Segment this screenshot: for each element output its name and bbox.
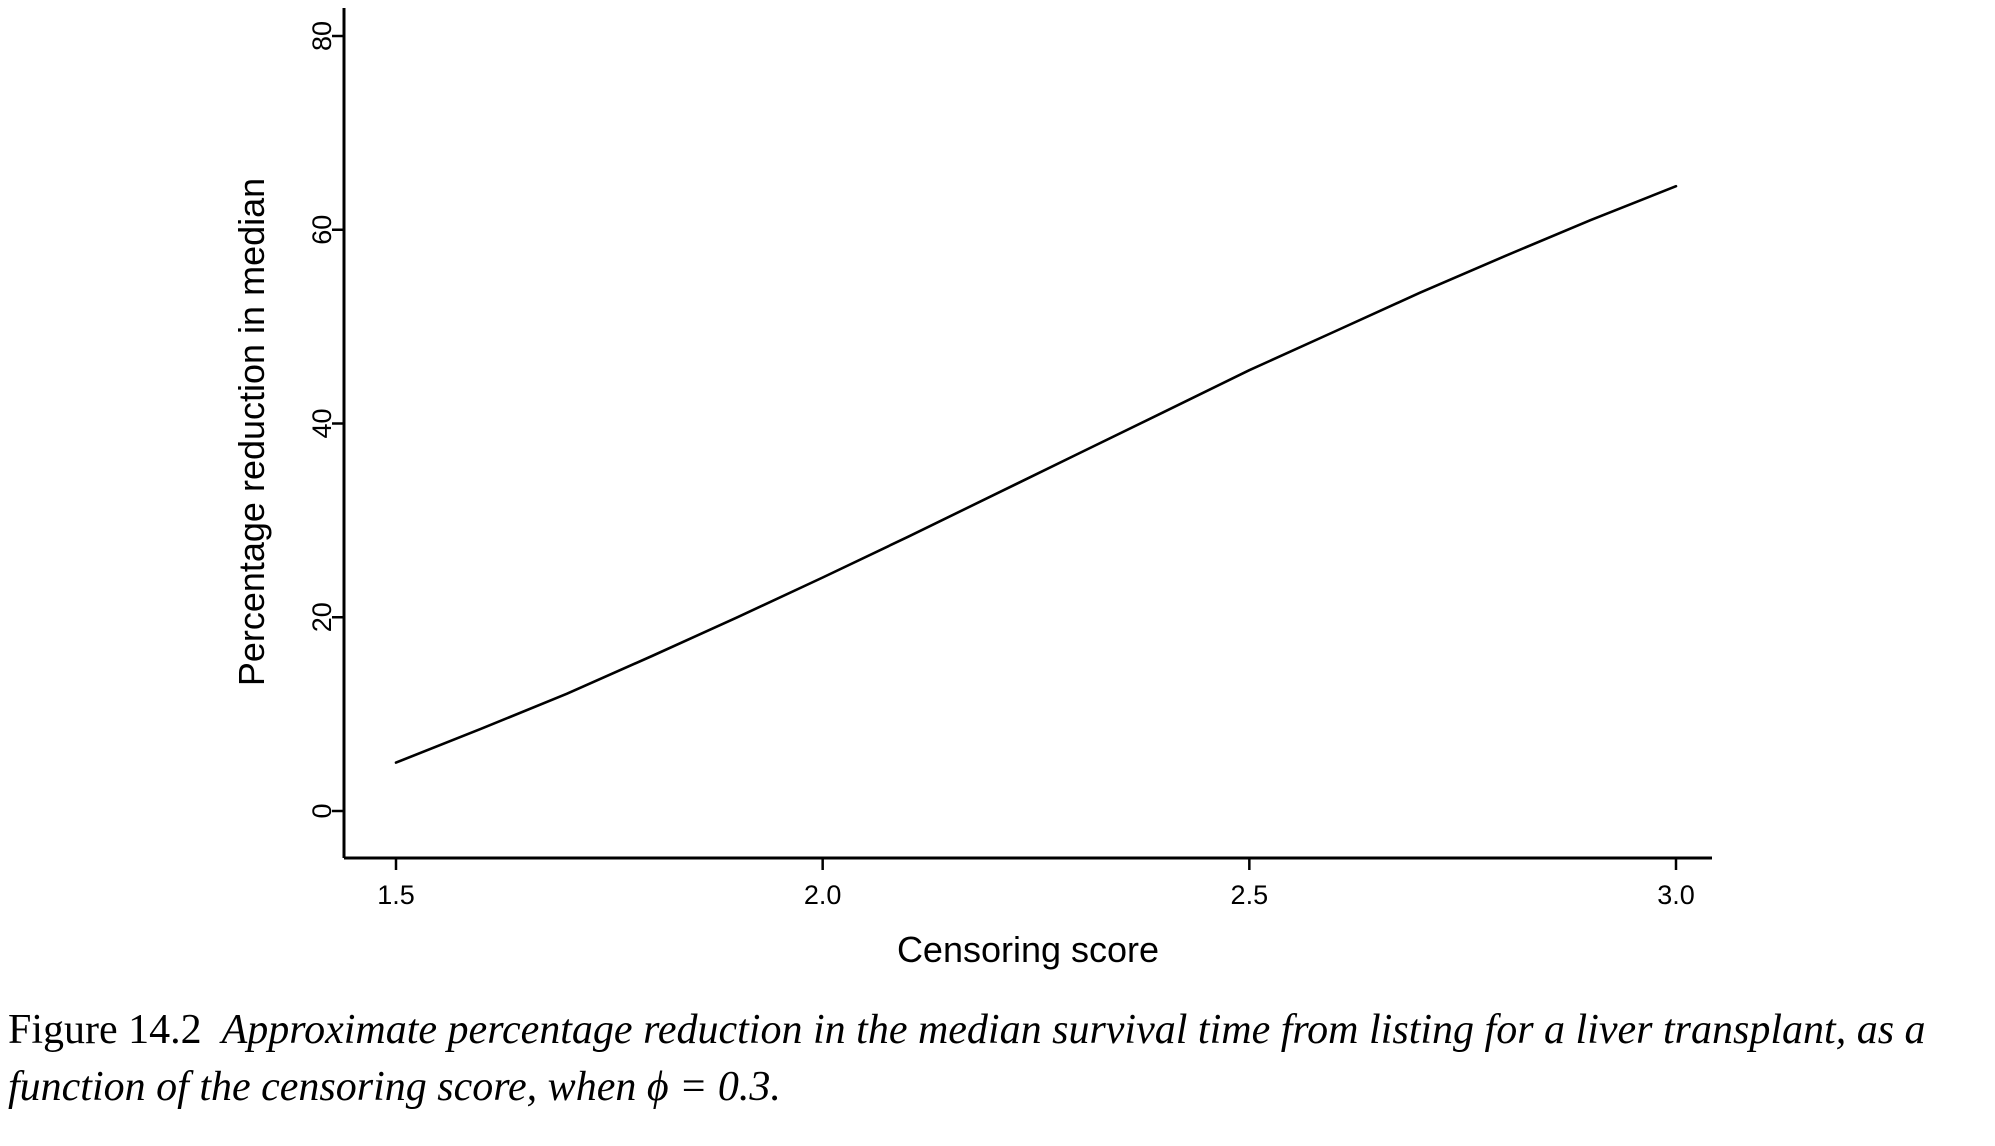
y-axis: 0 20 40 60 80	[307, 8, 346, 858]
x-tick-label: 2.5	[1231, 880, 1269, 910]
caption-label: Figure 14.2	[8, 1007, 202, 1053]
caption-text: Approximate percentage reduction in the …	[8, 1007, 1926, 1110]
y-tick-label: 40	[307, 408, 337, 438]
x-axis: 1.5 2.0 2.5 3.0	[344, 856, 1712, 910]
x-tick-label: 1.5	[377, 880, 415, 910]
x-tick-label: 2.0	[804, 880, 842, 910]
figure-caption: Figure 14.2 Approximate percentage reduct…	[8, 1002, 1988, 1116]
x-tick-label: 3.0	[1657, 880, 1695, 910]
y-tick-label: 0	[307, 803, 337, 818]
y-tick-label: 20	[307, 602, 337, 632]
line-chart: 0 20 40 60 80 1.5 2.0 2.5 3.0 Censoring score P…	[231, 8, 1712, 970]
chart: 0 20 40 60 80 1.5 2.0 2.5 3.0 Censoring score P…	[231, 8, 1712, 970]
y-tick-label: 60	[307, 215, 337, 245]
x-axis-title: Censoring score	[897, 929, 1159, 970]
series-line	[394, 184, 1678, 764]
y-axis-title: Percentage reduction in median	[231, 178, 272, 686]
y-tick-label: 80	[307, 21, 337, 51]
series-group	[394, 184, 1678, 764]
